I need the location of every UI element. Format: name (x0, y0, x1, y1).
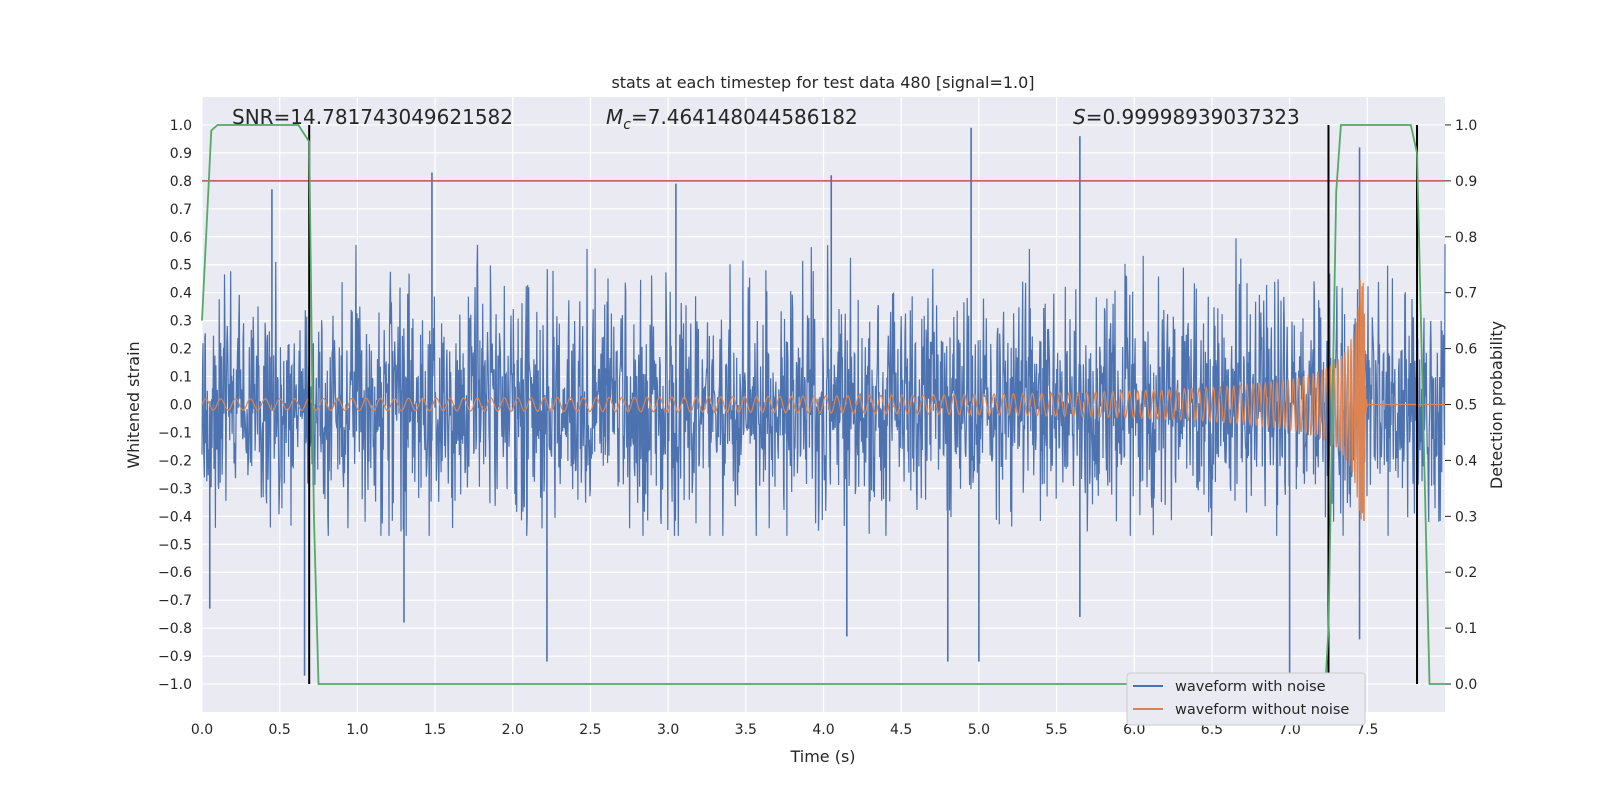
y2-tick-label: 0.7 (1455, 286, 1477, 302)
x-tick-label: 3.0 (657, 722, 679, 738)
x-tick-label: 6.5 (1201, 722, 1223, 738)
x-tick-label: 6.0 (1123, 722, 1145, 738)
x-tick-label: 3.5 (735, 722, 757, 738)
y-tick-label: −0.4 (158, 509, 192, 525)
y-tick-label: −0.5 (158, 537, 192, 553)
y2-tick-label: 0.3 (1455, 509, 1477, 525)
y-tick-label: 1.0 (170, 118, 192, 134)
y2-tick-label: 1.0 (1455, 118, 1477, 134)
y-tick-label: 0.3 (170, 314, 192, 330)
y-axis-ticks: 1.0 0.9 0.8 0.7 0.6 0.5 0.4 0.3 0.2 0.1 0.0 −0.1 −0.… (158, 118, 192, 693)
y2-tick-label: 0.5 (1455, 398, 1477, 414)
clean-waveform-trace (201, 279, 1445, 521)
noise-trace (201, 238, 1446, 536)
chirp-mass-annotation: Mc=7.464148044586182 (606, 105, 858, 133)
y-tick-label: 0.7 (170, 202, 192, 218)
s-symbol: S (1073, 105, 1086, 129)
x-tick-label: 0.5 (269, 722, 291, 738)
y-tick-label: 0.0 (170, 398, 192, 414)
y2-tick-label: 0.4 (1455, 453, 1477, 469)
y-tick-label: −0.6 (158, 565, 192, 581)
y-tick-label: 0.2 (170, 342, 192, 358)
y2-tick-label: 0.1 (1455, 621, 1477, 637)
y2-axis-ticks: 1.0 0.9 0.8 0.7 0.6 0.5 0.4 0.3 0.2 0.1 0.0 (1445, 118, 1477, 693)
x-axis-ticks: 0.0 0.5 1.0 1.5 2.0 2.5 3.0 3.5 4.0 4.5 5.0 5.5 6.0 6… (191, 722, 1379, 738)
legend: waveform with noise waveform without noi… (1126, 672, 1366, 726)
y-tick-label: 0.8 (170, 174, 192, 190)
y2-tick-label: 0.8 (1455, 230, 1477, 246)
x-tick-label: 2.5 (579, 722, 601, 738)
y-tick-label: 0.6 (170, 230, 192, 246)
x-axis-label: Time (s) (789, 747, 855, 766)
legend-box (1126, 672, 1366, 726)
x-tick-label: 5.5 (1045, 722, 1067, 738)
y-tick-label: 0.9 (170, 146, 192, 162)
chirp-mass-symbol: M (606, 105, 623, 129)
y-tick-label: 0.5 (170, 258, 192, 274)
y2-axis-label: Detection probability (1487, 321, 1506, 489)
y-tick-label: −0.9 (158, 649, 192, 665)
x-tick-label: 5.0 (968, 722, 990, 738)
y-tick-label: 0.4 (170, 286, 192, 302)
x-tick-label: 7.5 (1356, 722, 1378, 738)
y2-tick-label: 0.2 (1455, 565, 1477, 581)
y-tick-label: −0.3 (158, 481, 192, 497)
y-tick-label: −0.2 (158, 453, 192, 469)
s-statistic-annotation: S=0.99998939037323 (1073, 105, 1300, 129)
x-tick-label: 0.0 (191, 722, 213, 738)
y-tick-label: −1.0 (158, 677, 192, 693)
x-tick-label: 1.0 (346, 722, 368, 738)
x-tick-label: 2.0 (502, 722, 524, 738)
x-tick-label: 4.5 (890, 722, 912, 738)
y-tick-label: −0.1 (158, 425, 192, 441)
y-axis-label: Whitened strain (124, 341, 143, 468)
x-tick-label: 7.0 (1278, 722, 1300, 738)
chart-title: stats at each timestep for test data 480… (611, 73, 1034, 92)
x-tick-label: 1.5 (424, 722, 446, 738)
series-waveform-without-noise (201, 279, 1445, 521)
y2-tick-label: 0.9 (1455, 174, 1477, 190)
y-tick-label: −0.7 (158, 593, 192, 609)
snr-annotation: SNR=14.781743049621582 (232, 105, 513, 129)
s-value: =0.99998939037323 (1086, 105, 1300, 129)
legend-label-clean: waveform without noise (1175, 702, 1349, 718)
chirp-mass-subscript: c (623, 117, 631, 133)
x-tick-label: 4.0 (812, 722, 834, 738)
legend-label-noise: waveform with noise (1175, 679, 1326, 695)
y-tick-label: −0.8 (158, 621, 192, 637)
y2-tick-label: 0.6 (1455, 342, 1477, 358)
y-tick-label: 0.1 (170, 370, 192, 386)
chirp-mass-value: =7.464148044586182 (631, 105, 858, 129)
y2-tick-label: 0.0 (1455, 677, 1477, 693)
